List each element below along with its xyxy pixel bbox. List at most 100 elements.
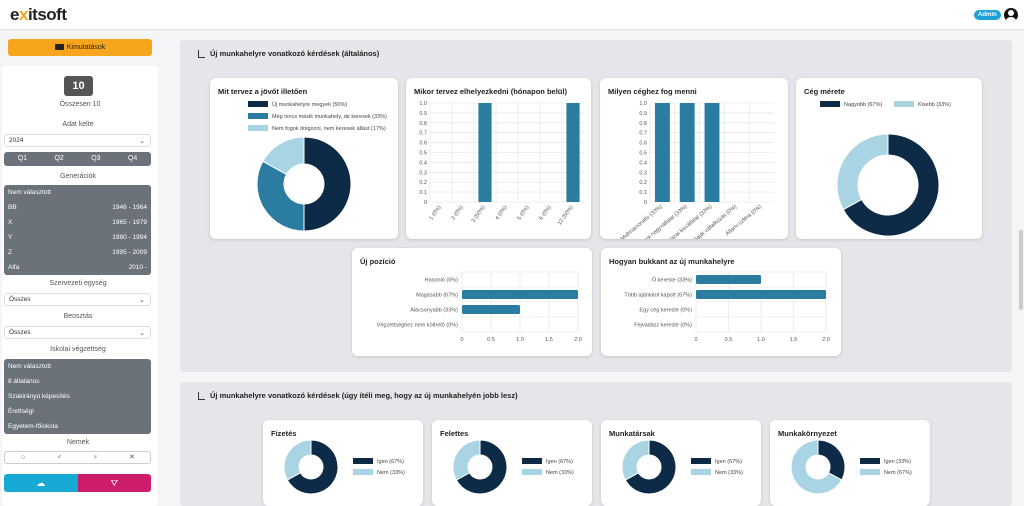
- admin-badge[interactable]: Admin: [974, 10, 1001, 20]
- y-tick-label: 0.8: [639, 121, 647, 127]
- legend-label: Igen (67%): [546, 459, 573, 465]
- legend-label: Nem fogok dolgozni, nem keresek állást (…: [272, 126, 386, 132]
- card-salary: Fizetés Igen (67%) Nem (33%): [263, 420, 423, 506]
- size-donut-chart: Nagyobb (67%) Kisebb (33%): [820, 101, 951, 237]
- generation-item[interactable]: Y 1980 - 1994: [8, 234, 147, 241]
- legend-swatch: [522, 458, 542, 464]
- cloud-download-icon[interactable]: ☁: [4, 474, 78, 492]
- top-bar: exitsoft Admin: [0, 0, 1024, 30]
- x-tick-label: 2.0: [822, 337, 830, 343]
- page-scrollbar[interactable]: [1019, 230, 1023, 310]
- y-tick-label: 1.0: [419, 101, 427, 107]
- pie-slice: [303, 136, 352, 232]
- y-tick-label: Több ajánlatot kapott (67%): [624, 293, 692, 299]
- bar: [679, 103, 695, 202]
- gender-clear-icon[interactable]: ✕: [128, 454, 135, 461]
- card-plans: Mit tervez a jövőt illetően Új munkahely…: [210, 78, 398, 239]
- legend-label: Még nincs másik munkahely, de keresek (3…: [272, 114, 387, 120]
- chevron-down-icon: ⌄: [139, 138, 145, 145]
- card-title: Milyen céghez fog menni: [608, 87, 697, 96]
- logo[interactable]: exitsoft: [10, 5, 67, 24]
- date-label: Adat kelte: [62, 121, 94, 128]
- legend-label: Igen (67%): [377, 459, 404, 465]
- when-bar-chart: 0 0.1 0.2 0.3 0.4 0.5 0.6 0.7 0.8 0.9 1.0 1 (0%) 2 (…: [419, 101, 584, 226]
- legend-swatch: [353, 458, 373, 464]
- card-title: Fizetés: [271, 429, 297, 438]
- education-item[interactable]: Szakirányú képesítés: [8, 393, 70, 400]
- bar: [704, 103, 720, 202]
- position-select[interactable]: Összes ⌄: [4, 326, 151, 339]
- y-tick-label: 0.9: [419, 111, 427, 117]
- x-tick-label: 0: [694, 337, 697, 343]
- y-tick-label: 0.8: [419, 121, 427, 127]
- year-select[interactable]: 2024 ⌄: [4, 134, 151, 147]
- y-tick-label: 0.6: [419, 141, 427, 147]
- bar: [478, 103, 492, 202]
- bar: [462, 290, 578, 299]
- generation-item[interactable]: X 1965 - 1979: [8, 219, 147, 226]
- bar: [462, 305, 520, 314]
- section-title: Új munkahelyre vonatkozó kérdések (által…: [198, 49, 379, 59]
- statistics-button[interactable]: Kimutatások: [8, 39, 152, 56]
- x-tick-label: 0: [460, 337, 463, 343]
- y-tick-label: Végzettséghez nem köthető (0%): [377, 323, 458, 329]
- card-title: Munkakörnyezet: [778, 429, 837, 438]
- x-tick-label: 1.0: [757, 337, 765, 343]
- legend-label: Igen (67%): [715, 459, 742, 465]
- gender-any-icon[interactable]: ○: [21, 454, 26, 461]
- y-tick-label: 0.9: [639, 111, 647, 117]
- gender-male-icon[interactable]: ♂: [56, 454, 62, 461]
- gender-label: Nemek: [66, 439, 90, 446]
- y-tick-label: Ő kereste (33%): [652, 277, 692, 284]
- sidebar: Kimutatások 10 Összesen 10 Adat kelte 20…: [0, 30, 160, 506]
- pie-slice: [621, 439, 650, 481]
- pie-slice: [790, 439, 843, 495]
- quarter-q2[interactable]: Q2: [54, 155, 64, 162]
- education-item[interactable]: Egyetem-főiskola: [8, 423, 58, 430]
- y-tick-label: 0.1: [639, 190, 647, 196]
- pie-slice: [256, 160, 305, 232]
- user-account-icon[interactable]: [1004, 8, 1018, 22]
- org-unit-select[interactable]: Összes ⌄: [4, 293, 151, 306]
- y-tick-label: 0.3: [419, 170, 427, 176]
- legend-swatch: [353, 469, 373, 475]
- company-bar-chart: 00.10.20.30.40.50.60.70.80.91.0Multinaci…: [620, 101, 774, 239]
- education-item[interactable]: Nem választott: [8, 363, 51, 370]
- discovery-bar-chart: 0 0.5 1.0 1.5 2.0 Ő kereste (33%) Több ajánlat…: [624, 271, 830, 343]
- quarter-q4[interactable]: Q4: [127, 155, 138, 162]
- legend-swatch: [691, 458, 711, 464]
- bar: [566, 103, 580, 202]
- quarter-q1[interactable]: Q1: [17, 155, 28, 162]
- generation-item[interactable]: Alfa 2010 -: [8, 264, 147, 271]
- education-item[interactable]: Érettségi: [8, 408, 34, 415]
- salary-donut-chart: Igen (67%) Nem (33%): [283, 439, 405, 495]
- y-tick-label: Hasonló (0%): [425, 278, 458, 284]
- generation-item[interactable]: Nem választott: [8, 189, 51, 196]
- quarter-q3[interactable]: Q3: [91, 155, 101, 162]
- y-tick-label: 0.4: [639, 160, 647, 166]
- generation-item[interactable]: BB 1946 - 1964: [8, 204, 147, 211]
- generations-label: Generációk: [60, 173, 96, 180]
- y-tick-label: 0: [644, 200, 647, 206]
- pie-slice: [262, 136, 305, 176]
- colleagues-donut-chart: Igen (67%) Nem (33%): [621, 439, 743, 495]
- education-item[interactable]: 8 általános: [8, 378, 40, 385]
- tree-icon: [198, 392, 205, 401]
- y-tick-label: 0.6: [639, 141, 647, 147]
- x-tick-label: 5 (0%): [516, 205, 530, 222]
- quarter-selector: Q1 Q2 Q3 Q4: [4, 152, 151, 166]
- bar: [654, 103, 670, 202]
- y-tick-label: 1.0: [639, 101, 647, 107]
- card-title: Mikor tervez elhelyezkedni (hónapon belü…: [414, 87, 567, 96]
- legend-swatch: [248, 113, 268, 119]
- gender-female-icon[interactable]: ♀: [93, 454, 99, 461]
- card-manager: Felettes Igen (67%) Nem (33%): [432, 420, 592, 506]
- y-tick-label: 0.5: [639, 151, 647, 157]
- position-bar-chart: 0 0.5 1.0 1.5 2.0 Hasonló (0%) Magasabb (67%) A…: [377, 271, 582, 343]
- generation-item[interactable]: Z 1995 - 2009: [8, 249, 147, 256]
- y-tick-label: Magasabb (67%): [416, 293, 458, 299]
- pie-slice: [836, 133, 889, 211]
- y-tick-label: 0.1: [419, 190, 427, 196]
- filter-clear-icon[interactable]: ⛛: [77, 474, 151, 492]
- card-title: Mit tervez a jövőt illetően: [218, 87, 308, 96]
